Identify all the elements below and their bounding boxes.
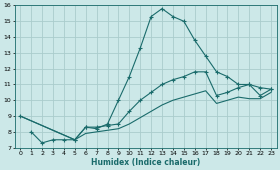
X-axis label: Humidex (Indice chaleur): Humidex (Indice chaleur) — [91, 158, 200, 167]
